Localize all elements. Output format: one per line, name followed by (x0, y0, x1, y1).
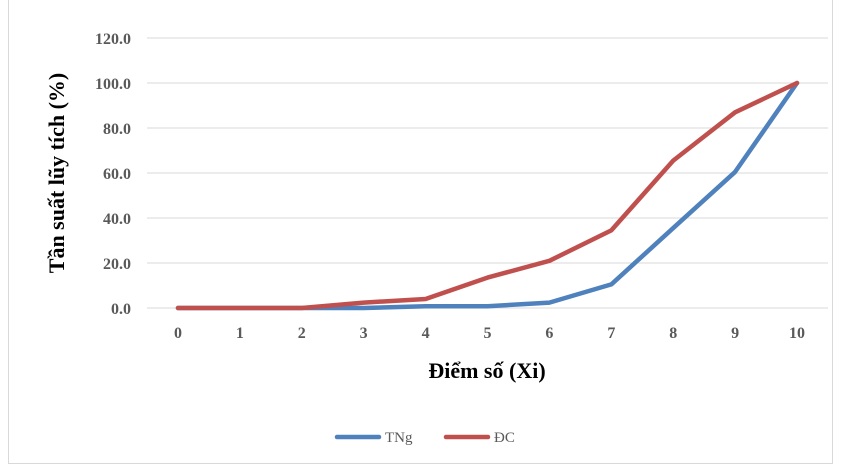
legend: TNg ĐC (334, 430, 515, 446)
y-tick-label: 60.0 (103, 166, 131, 183)
x-tick-label: 5 (484, 325, 492, 342)
x-tick-label: 10 (789, 325, 805, 342)
x-tick-label: 1 (236, 325, 244, 342)
series-line-dc (175, 80, 800, 311)
y-axis-title: Tần suất lũy tích (%) (44, 73, 69, 273)
legend-label: ĐC (494, 430, 515, 446)
x-tick-label: 6 (545, 325, 553, 342)
x-tick-label: 0 (174, 325, 182, 342)
y-tick-labels: 0.0 20.0 40.0 60.0 80.0 100.0 120.0 (95, 31, 131, 318)
x-tick-label: 2 (298, 325, 306, 342)
y-tick-label: 80.0 (103, 121, 131, 138)
y-tick-label: 100.0 (95, 76, 131, 93)
series-line-tng (175, 80, 800, 311)
gridlines (147, 37, 828, 309)
y-tick-label: 40.0 (103, 211, 131, 228)
y-tick-label: 20.0 (103, 256, 131, 273)
legend-label: TNg (385, 430, 413, 446)
x-axis-title: Điểm số (Xi) (428, 358, 545, 383)
series-lines (175, 80, 800, 311)
x-tick-label: 7 (607, 325, 615, 342)
chart-frame (8, 0, 833, 464)
x-tick-labels: 0 1 2 3 4 5 6 7 8 9 10 (174, 325, 805, 342)
x-tick-label: 9 (731, 325, 739, 342)
x-tick-label: 4 (422, 325, 430, 342)
y-tick-label: 120.0 (95, 31, 131, 48)
x-tick-label: 3 (360, 325, 368, 342)
x-tick-label: 8 (669, 325, 677, 342)
y-tick-label: 0.0 (111, 301, 131, 318)
